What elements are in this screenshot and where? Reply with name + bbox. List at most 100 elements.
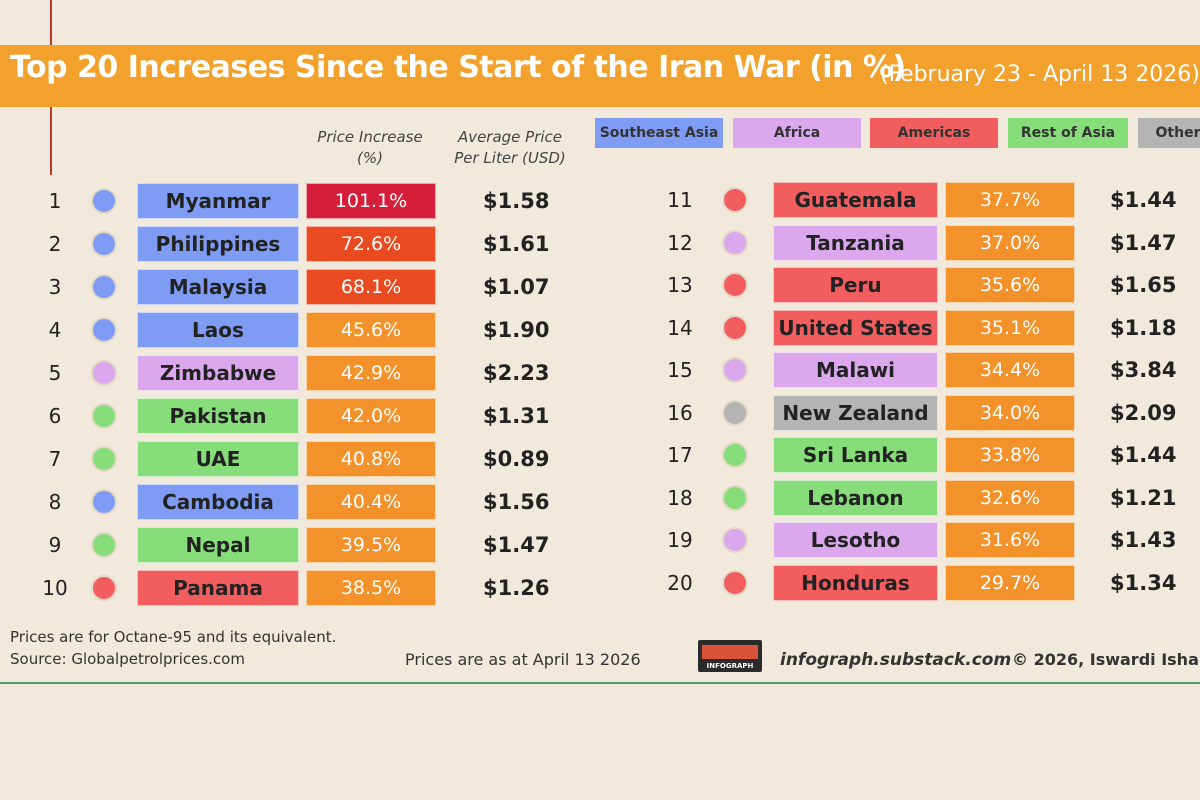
chart-title: Top 20 Increases Since the Start of the …: [10, 50, 906, 85]
average-price-value: $1.31: [483, 404, 550, 428]
header-average-price: Average Price Per Liter (USD): [454, 128, 566, 167]
price-increase-cell: 38.5%: [306, 570, 436, 606]
rank-number: 16: [667, 401, 693, 425]
average-price-value: $1.65: [1110, 273, 1177, 297]
country-cell: Malaysia: [137, 269, 299, 305]
united-states-flag-icon: [722, 315, 748, 341]
average-price-value: $1.47: [1110, 231, 1177, 255]
chart-subtitle: (February 23 - April 13 2026): [880, 62, 1200, 87]
footer-site: infograph.substack.com: [780, 650, 1012, 670]
malaysia-flag-icon: [91, 274, 117, 300]
price-increase-cell: 34.4%: [945, 352, 1075, 388]
country-cell: Malawi: [773, 352, 938, 388]
price-increase-cell: 32.6%: [945, 480, 1075, 516]
average-price-value: $1.21: [1110, 486, 1177, 510]
lesotho-flag-icon: [722, 527, 748, 553]
country-cell: Myanmar: [137, 183, 299, 219]
average-price-value: $1.44: [1110, 443, 1177, 467]
country-cell: United States: [773, 310, 938, 346]
price-increase-cell: 40.8%: [306, 441, 436, 477]
rank-number: 5: [48, 361, 62, 385]
average-price-value: $1.47: [483, 533, 550, 557]
average-price-value: $0.89: [483, 447, 550, 471]
bottom-divider: [0, 682, 1200, 684]
rank-number: 13: [667, 273, 693, 297]
country-cell: Pakistan: [137, 398, 299, 434]
price-increase-cell: 42.0%: [306, 398, 436, 434]
peru-flag-icon: [722, 272, 748, 298]
legend-rest-of-asia: Rest of Asia: [1008, 118, 1128, 148]
country-cell: UAE: [137, 441, 299, 477]
price-increase-cell: 40.4%: [306, 484, 436, 520]
pakistan-flag-icon: [91, 403, 117, 429]
country-cell: New Zealand: [773, 395, 938, 431]
rank-number: 19: [667, 528, 693, 552]
average-price-value: $1.58: [483, 189, 550, 213]
logo-text: INFOGRAPH: [706, 662, 754, 670]
legend-americas: Americas: [870, 118, 998, 148]
rank-number: 6: [48, 404, 62, 428]
philippines-flag-icon: [91, 231, 117, 257]
average-price-value: $1.56: [483, 490, 550, 514]
price-increase-cell: 37.0%: [945, 225, 1075, 261]
new-zealand-flag-icon: [722, 400, 748, 426]
rank-number: 14: [667, 316, 693, 340]
country-cell: Laos: [137, 312, 299, 348]
price-increase-cell: 72.6%: [306, 226, 436, 262]
panama-flag-icon: [91, 575, 117, 601]
price-increase-cell: 35.6%: [945, 267, 1075, 303]
guatemala-flag-icon: [722, 187, 748, 213]
country-cell: Lebanon: [773, 480, 938, 516]
average-price-value: $1.34: [1110, 571, 1177, 595]
country-cell: Zimbabwe: [137, 355, 299, 391]
average-price-value: $1.90: [483, 318, 550, 342]
logo-stripe: [702, 645, 758, 659]
average-price-value: $1.18: [1110, 316, 1177, 340]
price-increase-cell: 101.1%: [306, 183, 436, 219]
country-cell: Honduras: [773, 565, 938, 601]
malawi-flag-icon: [722, 357, 748, 383]
rank-number: 2: [48, 232, 62, 256]
price-increase-cell: 39.5%: [306, 527, 436, 563]
average-price-value: $2.23: [483, 361, 550, 385]
rank-number: 12: [667, 231, 693, 255]
footer-as-of: Prices are as at April 13 2026: [405, 650, 641, 669]
zimbabwe-flag-icon: [91, 360, 117, 386]
average-price-value: $1.43: [1110, 528, 1177, 552]
country-cell: Nepal: [137, 527, 299, 563]
rank-number: 9: [48, 533, 62, 557]
title-bar: [0, 45, 1200, 107]
country-cell: Tanzania: [773, 225, 938, 261]
price-increase-cell: 68.1%: [306, 269, 436, 305]
uae-flag-icon: [91, 446, 117, 472]
price-increase-cell: 31.6%: [945, 522, 1075, 558]
rank-number: 1: [48, 189, 62, 213]
nepal-flag-icon: [91, 532, 117, 558]
rank-number: 18: [667, 486, 693, 510]
price-increase-cell: 33.8%: [945, 437, 1075, 473]
average-price-value: $1.07: [483, 275, 550, 299]
infograph-logo: INFOGRAPH: [698, 640, 762, 672]
country-cell: Guatemala: [773, 182, 938, 218]
tanzania-flag-icon: [722, 230, 748, 256]
rank-number: 17: [667, 443, 693, 467]
legend-other: Other: [1138, 118, 1200, 148]
rank-number: 10: [42, 576, 68, 600]
price-increase-cell: 35.1%: [945, 310, 1075, 346]
footer-octane-note: Prices are for Octane-95 and its equival…: [10, 628, 337, 646]
lebanon-flag-icon: [722, 485, 748, 511]
country-cell: Peru: [773, 267, 938, 303]
country-cell: Sri Lanka: [773, 437, 938, 473]
cambodia-flag-icon: [91, 489, 117, 515]
price-increase-cell: 45.6%: [306, 312, 436, 348]
average-price-value: $1.61: [483, 232, 550, 256]
average-price-value: $1.26: [483, 576, 550, 600]
rank-number: 20: [667, 571, 693, 595]
price-increase-cell: 29.7%: [945, 565, 1075, 601]
country-cell: Cambodia: [137, 484, 299, 520]
footer-source: Source: Globalpetrolprices.com: [10, 650, 245, 668]
laos-flag-icon: [91, 317, 117, 343]
average-price-value: $1.44: [1110, 188, 1177, 212]
legend-africa: Africa: [733, 118, 861, 148]
header-price-increase: Price Increase (%): [317, 128, 423, 167]
